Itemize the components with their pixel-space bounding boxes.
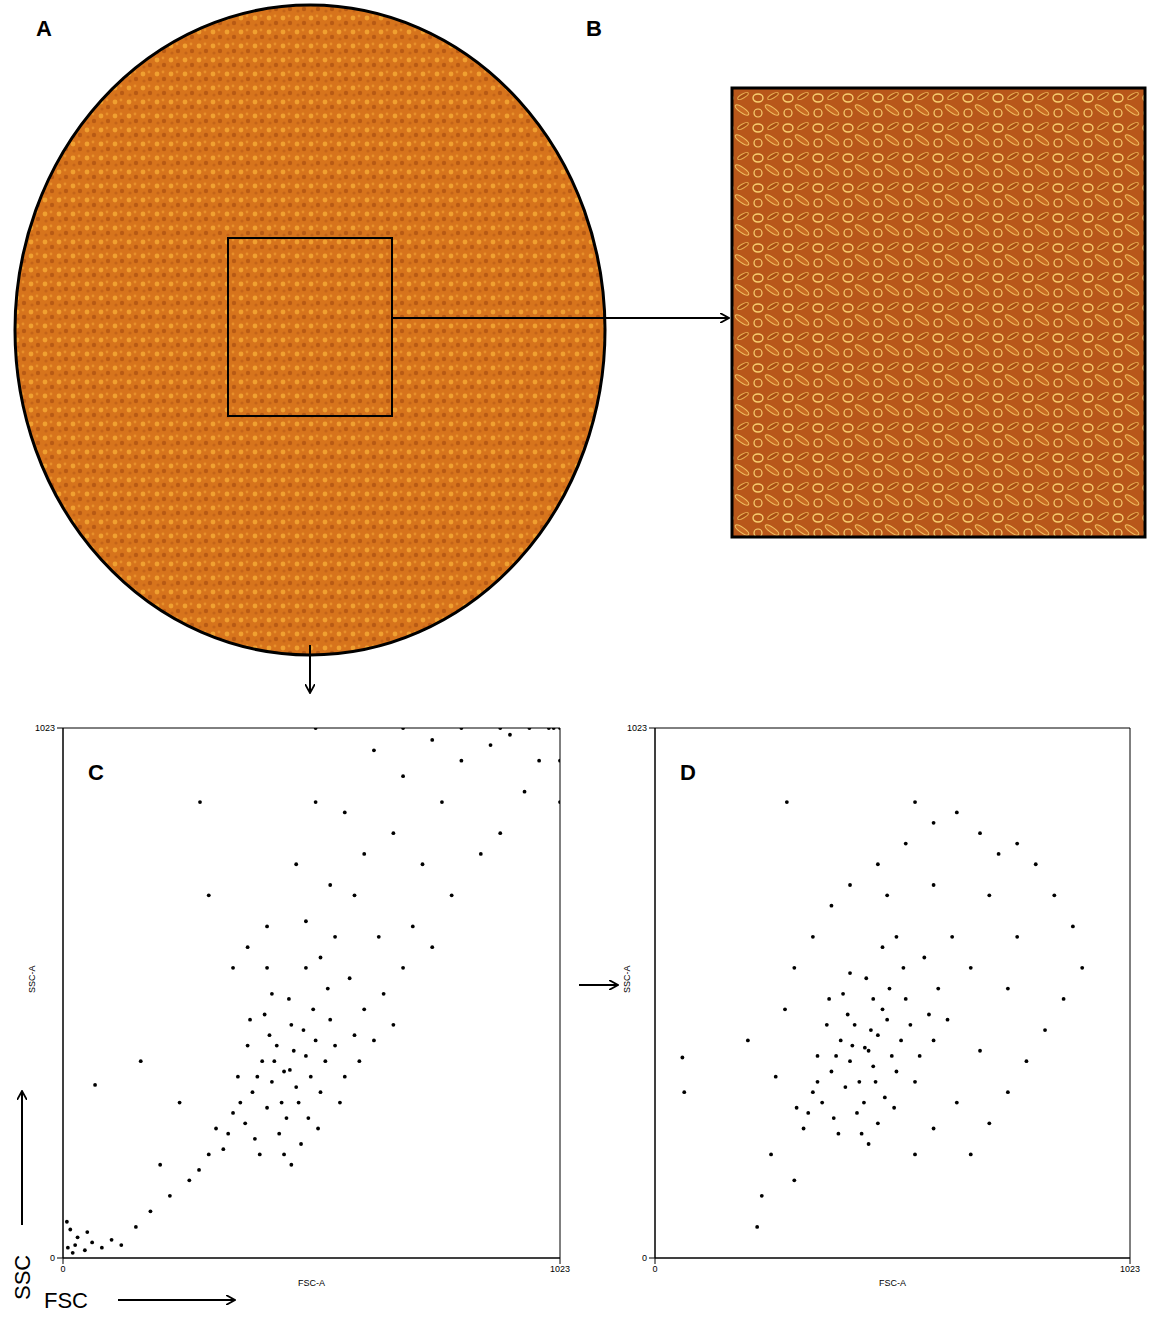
svg-text:1023: 1023 xyxy=(627,723,647,733)
svg-text:FSC-A: FSC-A xyxy=(298,1278,325,1288)
svg-text:1023: 1023 xyxy=(1120,1264,1140,1274)
svg-text:SSC: SSC xyxy=(10,1255,35,1300)
svg-text:1023: 1023 xyxy=(35,723,55,733)
svg-text:0: 0 xyxy=(642,1253,647,1263)
svg-text:0: 0 xyxy=(50,1253,55,1263)
svg-text:SSC-A: SSC-A xyxy=(622,965,632,993)
html-text:C: C xyxy=(88,760,104,785)
svg-text:1023: 1023 xyxy=(550,1264,570,1274)
svg-text:FSC: FSC xyxy=(44,1288,88,1313)
svg-text:SSC-A: SSC-A xyxy=(27,965,37,993)
svg-text:0: 0 xyxy=(652,1264,657,1274)
html-text:A: A xyxy=(36,16,52,41)
svg-text:FSC-A: FSC-A xyxy=(879,1278,906,1288)
html-text:B: B xyxy=(586,16,602,41)
html-text:D: D xyxy=(680,760,696,785)
svg-text:0: 0 xyxy=(60,1264,65,1274)
